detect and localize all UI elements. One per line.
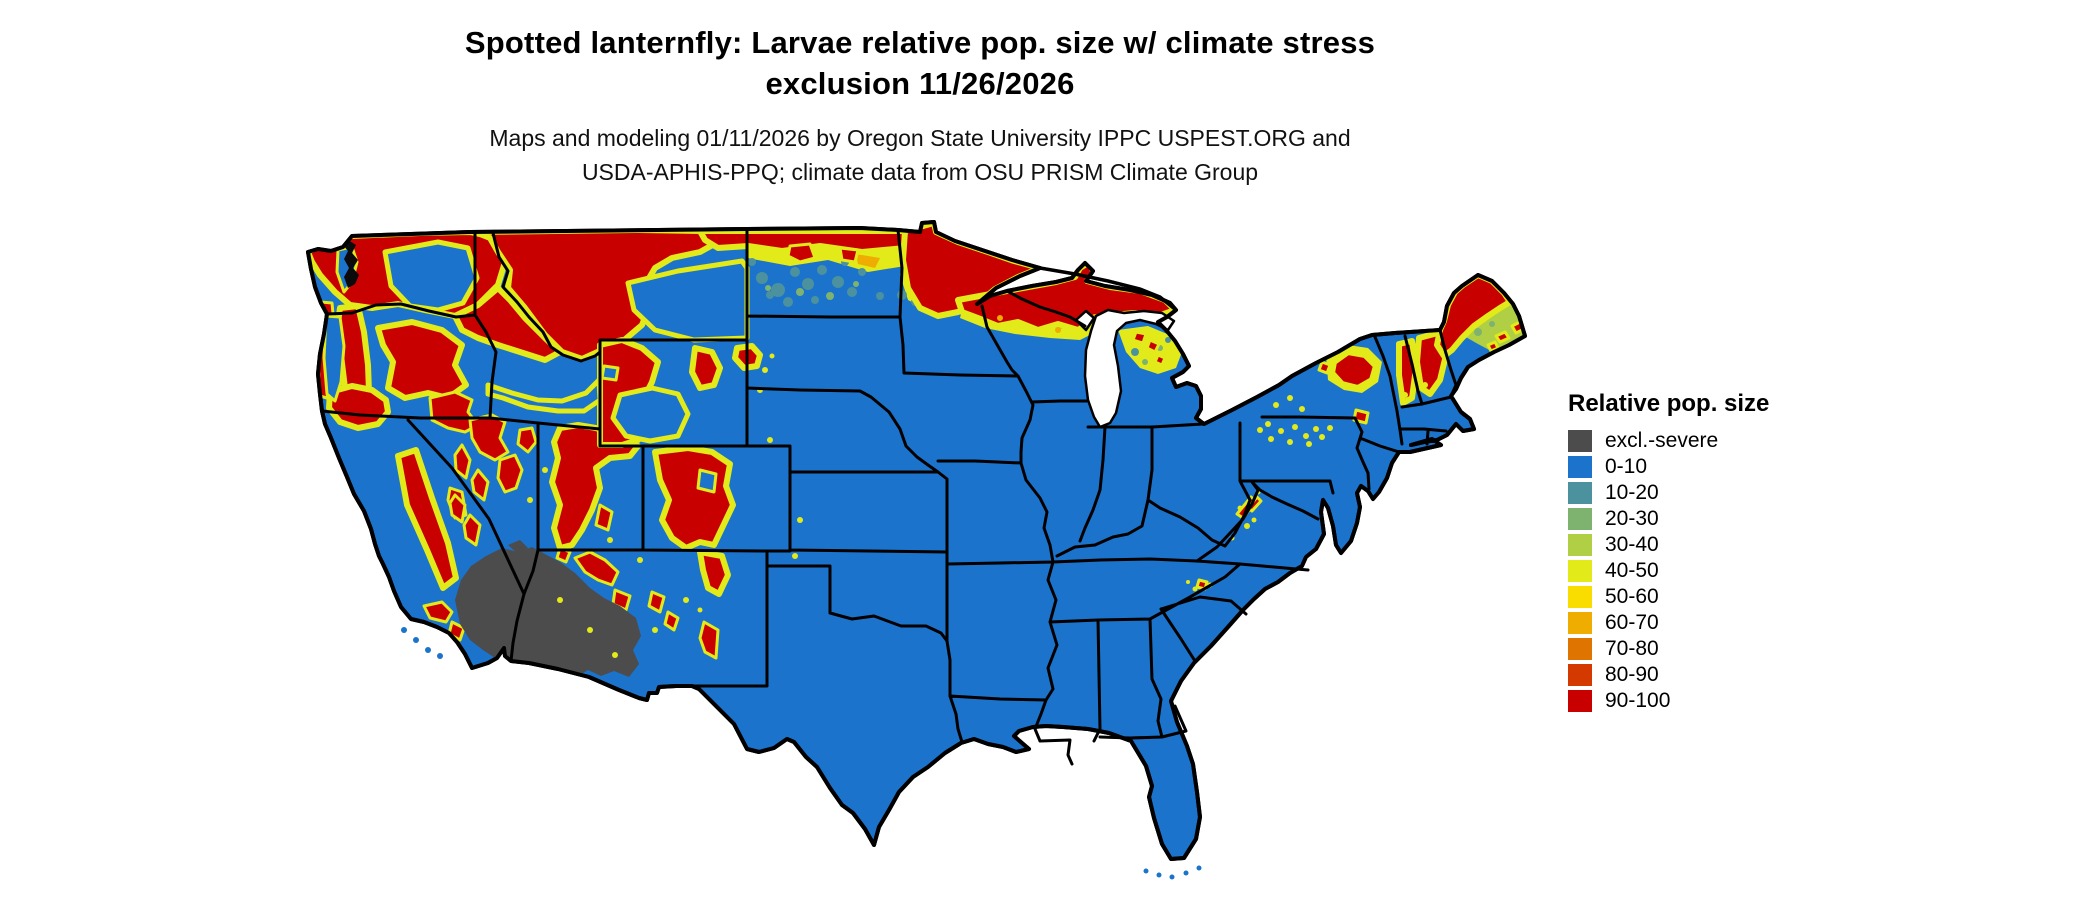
severe-red-regions (308, 222, 1525, 660)
yellow-speckles (527, 352, 1428, 658)
climate-raster-overlay (308, 222, 1525, 678)
legend-label: 70-80 (1605, 637, 1659, 660)
legend-row: 90-100 (1568, 688, 1769, 714)
nd-orange-blob (856, 254, 880, 268)
legend-row: 0-10 (1568, 454, 1769, 480)
sw-desert-excluded-gray (455, 547, 641, 678)
legend-swatch-70-80 (1568, 638, 1592, 660)
legend-swatch-60-70 (1568, 612, 1592, 634)
legend-label: 20-30 (1605, 507, 1659, 530)
sangre-de-cristo-red (697, 549, 731, 597)
legend-swatch-20-30 (1568, 508, 1592, 530)
legend-label: 80-90 (1605, 663, 1659, 686)
puget-sound (343, 240, 359, 288)
legend-label: 30-40 (1605, 533, 1659, 556)
islands (401, 627, 1202, 880)
state-borders (320, 227, 1458, 766)
blue-basin-overlays (322, 239, 750, 494)
legend-label: 90-100 (1605, 689, 1671, 712)
legend-row: 20-30 (1568, 506, 1769, 532)
legend-label: 50-60 (1605, 585, 1659, 608)
legend-rows: excl.-severe 0-10 10-20 20-30 30-40 40-50 50-6… (1568, 428, 1769, 714)
legend-label: 0-10 (1605, 455, 1648, 478)
legend-swatch-40-50 (1568, 560, 1592, 582)
legend-swatch-10-20 (1568, 482, 1592, 504)
legend-label: 60-70 (1605, 611, 1659, 634)
legend-row: 30-40 (1568, 532, 1769, 558)
legend-label: excl.-severe (1605, 429, 1719, 452)
mogollon-red (573, 550, 620, 587)
legend-row: 50-60 (1568, 584, 1769, 610)
sacramento-mtns-red (698, 620, 720, 660)
green-river-basin-blue (610, 385, 691, 444)
sierra-nevada-red (395, 447, 459, 591)
legend-title: Relative pop. size (1568, 390, 1770, 417)
legend-swatch-0-10 (1568, 456, 1592, 478)
green-speckles (765, 281, 1495, 365)
socal-mtns-red (422, 600, 454, 624)
legend-row: 80-90 (1568, 662, 1769, 688)
green-bay (1074, 309, 1096, 332)
colorado-rockies-red (652, 445, 736, 551)
willamette-blue (322, 314, 346, 403)
legend-label: 10-20 (1605, 481, 1659, 504)
isle-royale-red (1047, 255, 1076, 268)
figure-header: Spotted lanternfly: Larvae relative pop.… (250, 22, 1590, 189)
legend-swatch-30-40 (1568, 534, 1592, 556)
legend-swatch-90-100 (1568, 690, 1592, 712)
legend-row: excl.-severe (1568, 428, 1769, 454)
legend: Relative pop. size excl.-severe 0-10 10-20… (1568, 390, 1769, 714)
figure-subtitle: Maps and modeling 01/11/2026 by Oregon S… (489, 125, 1351, 185)
legend-row: 60-70 (1568, 610, 1769, 636)
vermont-greens-red (1396, 338, 1419, 406)
klamath-red (326, 383, 391, 431)
figure-title: Spotted lanternfly: Larvae relative pop.… (464, 25, 1376, 101)
adirondacks-red (1329, 349, 1379, 391)
columbia-basin-blue (382, 239, 480, 313)
legend-row: 10-20 (1568, 480, 1769, 506)
legend-swatch-80-90 (1568, 664, 1592, 686)
legend-row: 70-80 (1568, 636, 1769, 662)
legend-swatch-50-60 (1568, 586, 1592, 608)
legend-swatch-excl.-severe (1568, 430, 1592, 452)
legend-label: 40-50 (1605, 559, 1659, 582)
lake-michigan (1083, 308, 1176, 429)
conus-outline (306, 220, 1527, 861)
bighorn-red (689, 345, 723, 391)
great-lakes (1074, 308, 1176, 429)
legend-row: 40-50 (1568, 558, 1769, 584)
